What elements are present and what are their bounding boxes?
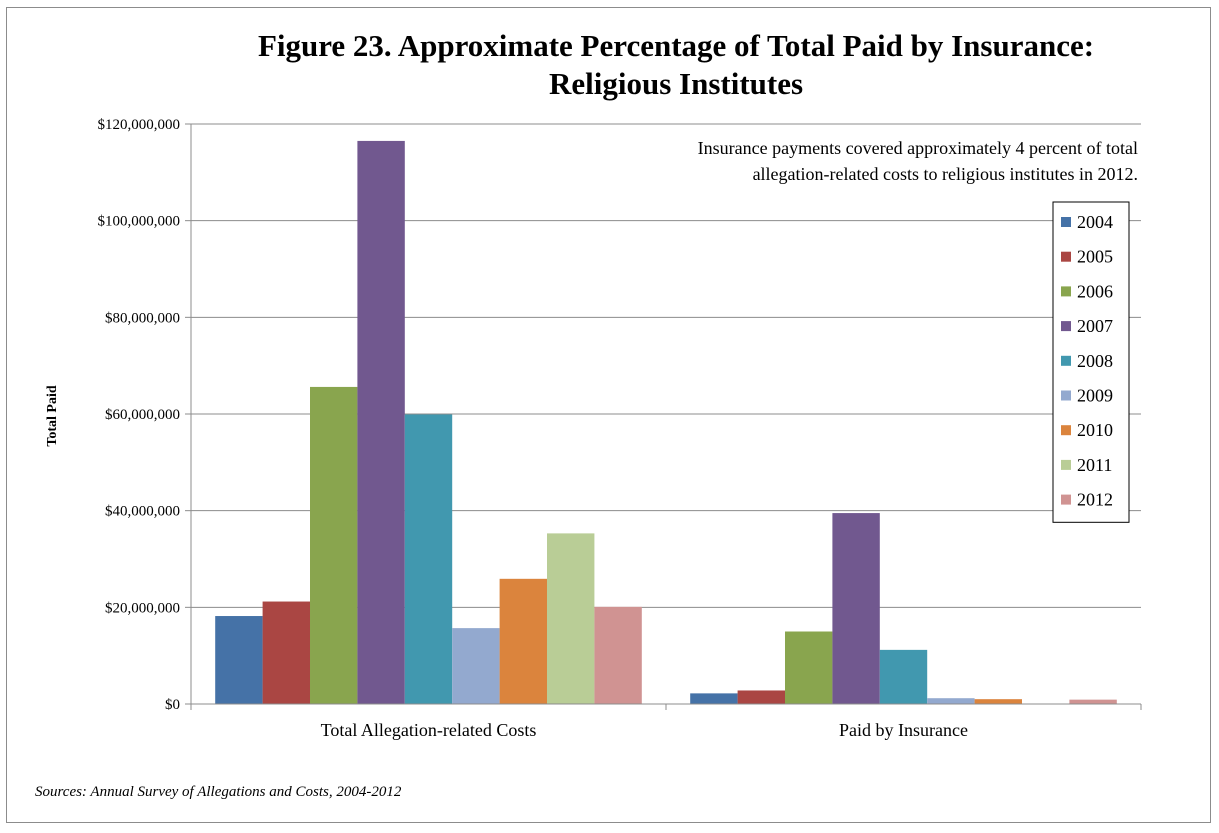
bar-2005-total-costs	[262, 601, 310, 704]
axes	[190, 124, 1142, 710]
y-tick-label: $60,000,000	[105, 407, 180, 423]
legend-label: 2011	[1077, 455, 1112, 475]
bar-2010-insurance	[974, 699, 1022, 704]
bar-2008-insurance	[879, 649, 928, 704]
bar-2006-insurance	[785, 631, 833, 704]
bar-2009-insurance	[927, 698, 975, 704]
x-tick-labels: Total Allegation-related Costs Paid by In…	[321, 720, 968, 740]
legend-label: 2007	[1077, 316, 1113, 336]
legend-swatch-2012	[1061, 494, 1071, 505]
x-tick-label: Paid by Insurance	[839, 720, 968, 740]
legend-swatch-2009	[1061, 390, 1071, 401]
sources-note: Sources: Annual Survey of Allegations an…	[35, 784, 402, 800]
y-tick-label: $120,000,000	[98, 117, 181, 133]
y-tick-label: $100,000,000	[98, 214, 181, 230]
bar-2012-total-costs	[594, 606, 642, 704]
bar-2011-total-costs	[547, 533, 595, 704]
y-tick-labels: $0 $20,000,000 $40,000,000 $60,000,000 $80,0…	[98, 117, 181, 713]
bar-2008-total-costs	[404, 414, 453, 704]
title-line: Religious Institutes	[549, 66, 803, 101]
legend-label: 2005	[1077, 247, 1113, 267]
legend-swatch-2008	[1061, 355, 1071, 366]
legend-swatch-2004	[1061, 217, 1071, 227]
y-tick-label: $80,000,000	[105, 310, 180, 326]
legend-label: 2012	[1077, 490, 1113, 510]
y-tick-label: $0	[165, 697, 180, 713]
annotation: Insurance payments covered approximately…	[698, 138, 1138, 184]
annotation-line: Insurance payments covered approximately…	[698, 138, 1138, 158]
x-tick-label: Total Allegation-related Costs	[321, 720, 537, 740]
legend-label: 2006	[1077, 281, 1113, 301]
bar-2007-total-costs	[357, 140, 405, 705]
legend-label: 2009	[1077, 386, 1113, 406]
legend-swatch-2006	[1061, 286, 1071, 297]
legend-label: 2008	[1077, 351, 1113, 371]
bar-2005-insurance	[737, 690, 785, 704]
bar-2006-total-costs	[310, 386, 358, 704]
bars	[215, 140, 1117, 705]
legend-swatch-2010	[1061, 425, 1071, 436]
bar-2009-total-costs	[452, 628, 500, 704]
legend-swatch-2005	[1061, 251, 1071, 262]
bar-2004-total-costs	[215, 616, 263, 704]
y-axis-label: Total Paid	[45, 385, 60, 447]
legend-swatch-2011	[1061, 459, 1071, 470]
bar-2010-total-costs	[499, 578, 547, 704]
legend-label: 2010	[1077, 420, 1113, 440]
legend: 2004 2005 2006 2007 2008 2009 2010 2011 2012	[1052, 201, 1130, 523]
title-line: Figure 23. Approximate Percentage of Tot…	[258, 28, 1094, 63]
annotation-line: allegation-related costs to religious in…	[753, 164, 1138, 184]
y-tick-label: $20,000,000	[105, 600, 180, 616]
legend-swatch-2007	[1061, 321, 1071, 332]
bar-2012-insurance	[1069, 699, 1117, 704]
chart-frame	[6, 7, 1211, 823]
legend-label: 2004	[1077, 212, 1113, 232]
chart-title: Figure 23. Approximate Percentage of Tot…	[258, 28, 1094, 101]
bar-2007-insurance	[832, 513, 880, 704]
y-tick-label: $40,000,000	[105, 504, 180, 520]
bar-2004-insurance	[690, 693, 738, 704]
